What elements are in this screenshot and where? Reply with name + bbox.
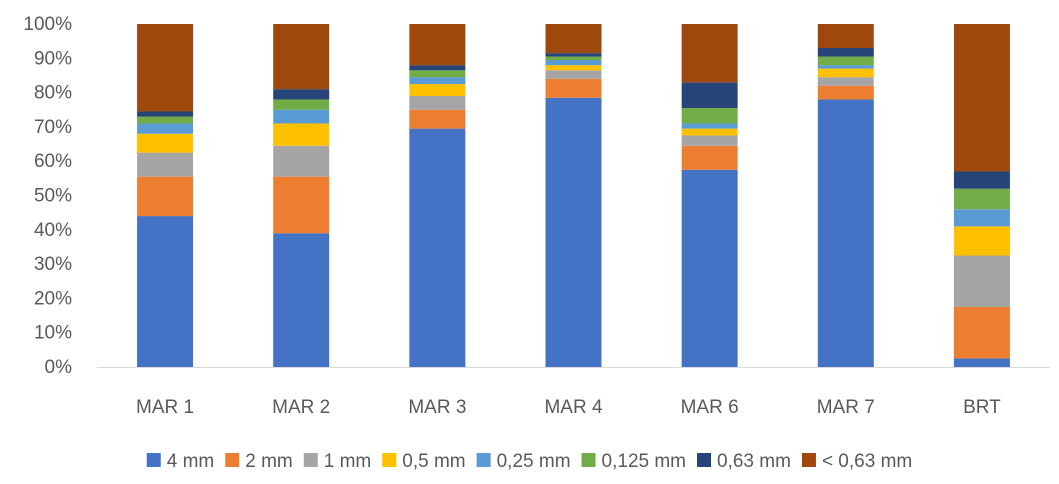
bar-segment [545,60,602,66]
bar-segment [817,24,874,49]
bar-segment [817,99,874,368]
legend-label: 2 mm [245,451,293,472]
bar-segment [409,24,466,66]
bar-segment [681,108,738,124]
bar-segment [681,135,738,146]
bar-segment [817,48,874,57]
bar-segment [681,123,738,129]
bar-segment [681,145,738,170]
bar-segment [817,77,874,86]
bar-segment [137,123,194,134]
bar-segment [137,133,194,153]
bar-segment [953,209,1010,227]
bar-segment [545,70,602,79]
bar-segment [409,65,466,71]
bar-segment [953,358,1010,367]
bar-segment [409,128,466,367]
legend-swatch [801,453,816,467]
x-category-label: MAR 7 [817,397,875,418]
legend-label: 0,5 mm [402,451,465,472]
bar-segment [273,145,330,177]
bar-segment [681,82,738,109]
bar-segment [545,53,602,57]
legend-label: 0,125 mm [602,451,686,472]
bar-segment [953,188,1010,210]
bar-segment [137,116,194,124]
bar-segment [817,65,874,69]
bar-segment [953,24,1010,172]
legend-label: 0,63 mm [717,451,791,472]
bar-segment [409,70,466,78]
y-tick-label: 20% [34,288,72,309]
bar-segment [409,96,466,110]
legend-label: 4 mm [167,451,215,472]
legend-swatch [697,453,712,467]
y-tick-label: 60% [34,151,72,172]
bar-segment [545,24,602,54]
bar-segment [953,255,1010,307]
legend-swatch [146,453,161,467]
bar-segment [817,85,874,100]
y-tick-label: 30% [34,254,72,275]
legend-swatch [476,453,491,467]
bar-segment [953,226,1010,256]
y-tick-label: 50% [34,186,72,207]
bar-segment [137,152,194,177]
legend-swatch [382,453,397,467]
bar-segment [681,24,738,83]
bar-segment [409,77,466,85]
bar-segment [273,99,330,110]
bar-segment [273,123,330,146]
bar-segment [953,171,1010,189]
y-tick-label: 40% [34,220,72,241]
y-tick-label: 0% [45,357,73,378]
x-category-label: MAR 3 [408,397,466,418]
legend-swatch [225,453,240,467]
bar-segment [817,68,874,78]
y-tick-label: 70% [34,117,72,138]
bar-segment [137,111,194,117]
bar-segment [817,56,874,66]
legend-label: 1 mm [324,451,372,472]
bar-segment [273,109,330,124]
legend-swatch [581,453,596,467]
x-category-label: MAR 1 [136,397,194,418]
bar-segment [409,109,466,129]
y-tick-label: 10% [34,323,72,344]
x-category-label: BRT [963,397,1001,418]
bar-segment [953,306,1010,359]
x-category-label: MAR 4 [544,397,603,418]
bar-segment [409,84,466,97]
bar-segment [545,97,602,368]
bar-segment [545,78,602,98]
bar-segment [545,65,602,71]
legend-label: 0,25 mm [497,451,571,472]
bar-segment [681,128,738,136]
bar-segment [137,216,194,367]
x-category-label: MAR 2 [272,397,330,418]
bar-segment [273,176,330,234]
bar-segment [273,233,330,367]
bar-segment [273,89,330,100]
y-tick-label: 90% [34,48,72,69]
bar-segment [681,169,738,367]
legend-label: < 0,63 mm [822,451,912,472]
bar-segment [545,56,602,61]
x-category-label: MAR 6 [681,397,739,418]
bar-segment [137,24,194,112]
legend-swatch [303,453,318,467]
y-tick-label: 80% [34,83,72,104]
bar-segment [137,176,194,217]
y-tick-label: 100% [23,14,72,35]
bar-segment [273,24,330,90]
